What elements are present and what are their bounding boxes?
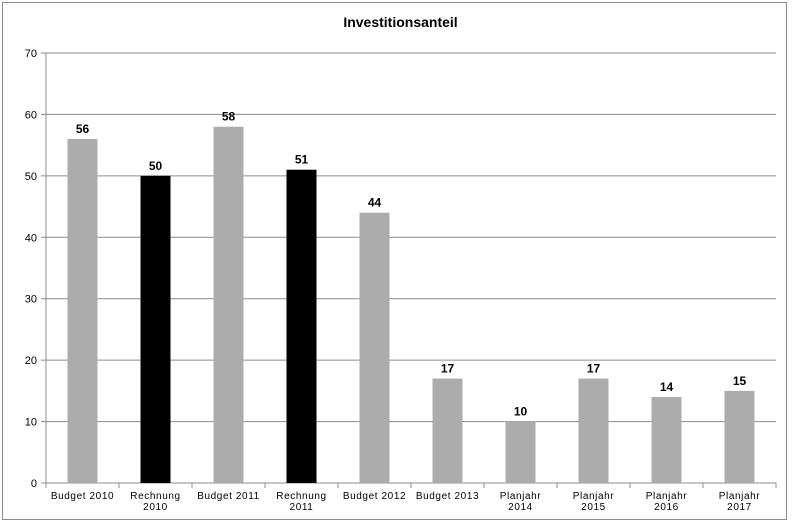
x-tick-label: Rechnung — [276, 491, 326, 502]
y-tick-label: 20 — [25, 355, 37, 367]
bar — [359, 212, 390, 483]
bar — [651, 397, 682, 483]
x-tick-label: Planjahr — [646, 491, 688, 502]
bar — [578, 378, 609, 483]
data-label: 15 — [733, 374, 747, 388]
x-tick-label: Budget 2011 — [197, 491, 260, 502]
x-tick-label: Budget 2010 — [51, 491, 114, 502]
x-tick-label: 2011 — [290, 502, 314, 513]
chart-title: Investitionsanteil — [343, 14, 458, 30]
x-tick-label: Planjahr — [500, 491, 542, 502]
y-tick-label: 0 — [31, 478, 37, 490]
x-tick-label: 2016 — [654, 502, 679, 513]
data-label: 50 — [149, 159, 163, 173]
bar — [724, 390, 755, 483]
x-tick-label: Budget 2013 — [416, 491, 479, 502]
x-tick-label: Budget 2012 — [343, 491, 406, 502]
data-label: 17 — [587, 362, 601, 376]
y-tick-label: 60 — [25, 109, 37, 121]
x-tick-label: Planjahr — [573, 491, 615, 502]
data-label: 58 — [222, 110, 236, 124]
data-label: 44 — [368, 196, 382, 210]
data-label: 56 — [76, 122, 90, 136]
y-tick-label: 40 — [25, 232, 37, 244]
bar — [140, 175, 171, 483]
x-tick-label: 2015 — [581, 502, 606, 513]
bar — [67, 139, 98, 483]
data-label: 14 — [660, 380, 674, 394]
x-tick-label: 2014 — [508, 502, 533, 513]
bar — [213, 126, 244, 483]
y-tick-label: 70 — [25, 48, 37, 60]
data-label: 17 — [441, 362, 455, 376]
x-tick-label: Rechnung — [130, 491, 180, 502]
x-tick-label: 2017 — [727, 502, 752, 513]
data-label: 51 — [295, 153, 309, 167]
bar — [286, 169, 317, 483]
y-tick-label: 50 — [25, 171, 37, 183]
bar — [505, 421, 536, 483]
y-tick-label: 30 — [25, 294, 37, 306]
x-tick-label: Planjahr — [719, 491, 761, 502]
bar — [432, 378, 463, 483]
y-tick-label: 10 — [25, 417, 37, 429]
data-label: 10 — [514, 405, 528, 419]
x-tick-label: 2010 — [143, 502, 168, 513]
